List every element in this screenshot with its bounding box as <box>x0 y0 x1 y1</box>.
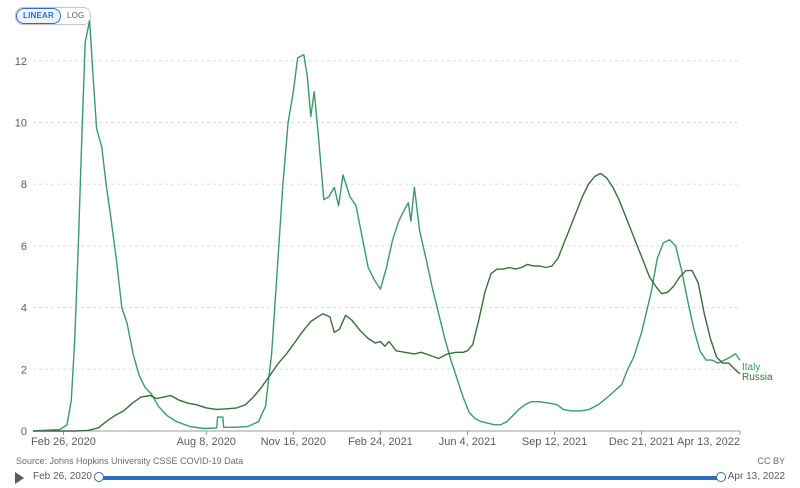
timeline-start-handle[interactable] <box>94 472 104 482</box>
play-icon[interactable] <box>15 472 24 484</box>
y-tick-label: 12 <box>15 56 27 68</box>
axes: 0 2 4 6 8 10 12 Feb 26, 2020 Aug 8, 2020 Nov 16, … <box>15 56 741 448</box>
x-tick-label: Feb 26, 2020 <box>31 436 96 448</box>
y-tick-label: 8 <box>21 179 27 191</box>
timeline-end-handle[interactable] <box>716 472 726 482</box>
italy-line <box>32 20 741 432</box>
x-tick-label: Dec 21, 2021 <box>609 436 674 448</box>
x-tick-label: Feb 24, 2021 <box>348 436 413 448</box>
scale-toggle: LINEAR LOG <box>15 7 92 25</box>
italy-label: Italy <box>742 362 760 373</box>
license-text[interactable]: CC BY <box>757 456 785 466</box>
gridlines <box>33 60 740 370</box>
series-lines <box>32 20 741 432</box>
x-tick-label: Nov 16, 2020 <box>261 436 326 448</box>
x-tick-label: Apr 13, 2022 <box>677 436 740 448</box>
timeline-track[interactable] <box>99 476 721 480</box>
timeline-end-label: Apr 13, 2022 <box>727 471 785 482</box>
y-tick-label: 4 <box>21 303 27 315</box>
x-tick-label: Jun 4, 2021 <box>439 436 497 448</box>
chart-footer: Source: Johns Hopkins University CSSE CO… <box>16 456 785 466</box>
x-tick-label: Aug 8, 2020 <box>177 436 236 448</box>
timeline-start-label: Feb 26, 2020 <box>33 471 92 482</box>
timeline-slider[interactable]: Feb 26, 2020 Apr 13, 2022 <box>15 470 790 486</box>
y-tick-label: 6 <box>21 241 27 253</box>
source-text[interactable]: Source: Johns Hopkins University CSSE CO… <box>16 456 244 466</box>
y-tick-label: 10 <box>15 118 27 130</box>
russia-label: Russia <box>742 372 773 383</box>
linear-scale-button[interactable]: LINEAR <box>16 8 61 24</box>
line-chart: 0 2 4 6 8 10 12 Feb 26, 2020 Aug 8, 2020 Nov 16, … <box>15 20 773 448</box>
y-tick-label: 2 <box>21 364 27 376</box>
y-tick-label: 0 <box>21 426 27 438</box>
russia-line <box>33 172 741 432</box>
log-scale-button[interactable]: LOG <box>60 8 91 24</box>
x-tick-label: Sep 12, 2021 <box>522 436 587 448</box>
